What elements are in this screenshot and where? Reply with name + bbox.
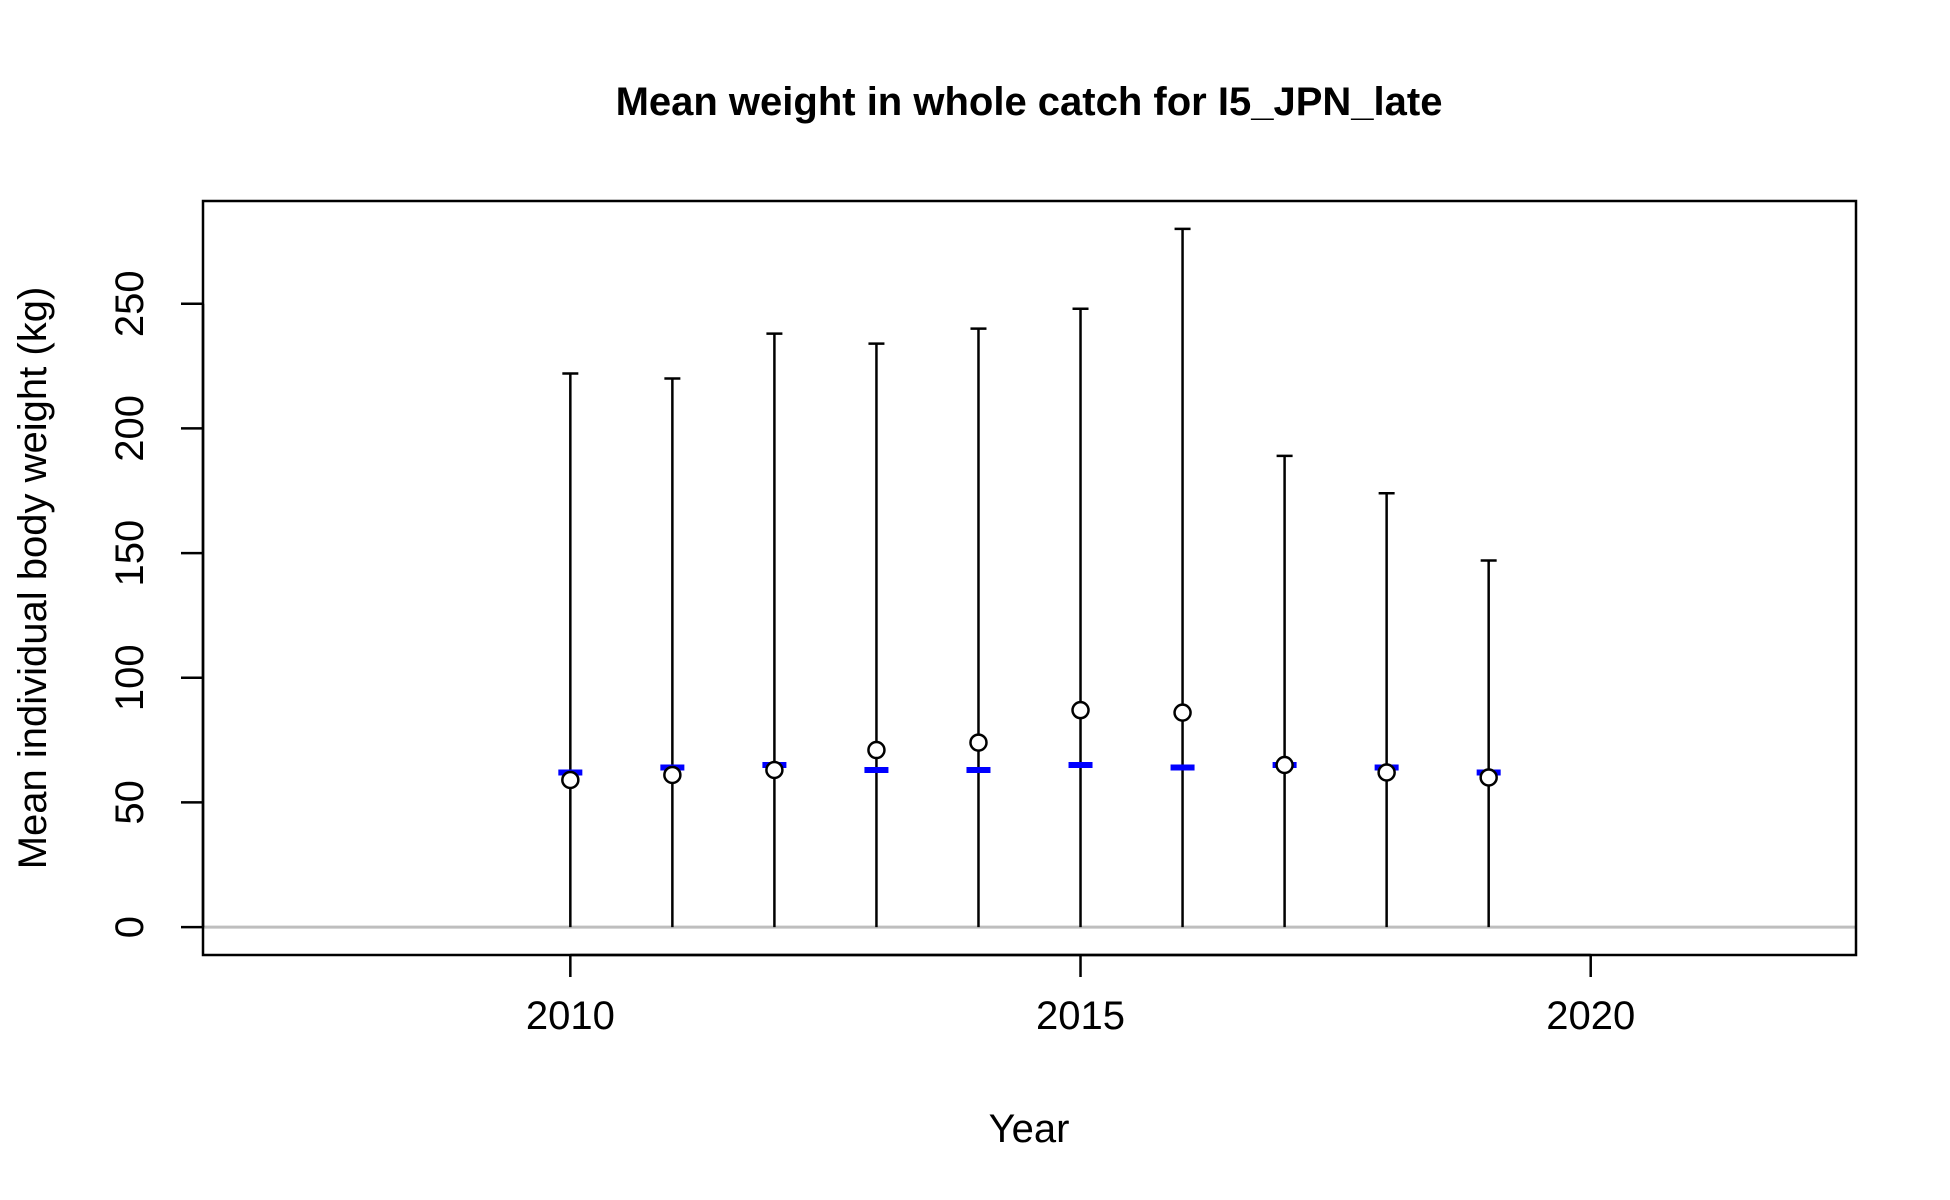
observed-point — [1377, 763, 1396, 782]
observed-point — [1275, 755, 1294, 775]
y-tick-label: 250 — [108, 270, 152, 337]
observed-point — [663, 765, 682, 785]
plot-area — [203, 227, 1856, 929]
chart-title: Mean weight in whole catch for I5_JPN_la… — [616, 80, 1443, 124]
y-tick-label: 0 — [108, 916, 152, 938]
x-axis: 2010 2015 2020 — [526, 953, 1635, 1038]
observed-point — [1173, 703, 1192, 722]
x-axis-title: Year — [989, 1107, 1070, 1151]
x-tick-label: 2020 — [1546, 994, 1635, 1038]
observed-point — [561, 770, 580, 790]
observed-point — [1071, 700, 1090, 720]
observed-point — [765, 760, 784, 780]
x-tick-label: 2015 — [1036, 994, 1125, 1038]
observed-point — [1479, 768, 1498, 787]
y-tick-label: 100 — [108, 644, 152, 711]
y-axis-title: Mean individual body weight (kg) — [11, 287, 55, 870]
y-axis: 0 50 100 150 200 250 — [108, 270, 205, 938]
x-tick-label: 2010 — [526, 994, 615, 1038]
observed-point — [969, 733, 988, 752]
observed-point — [867, 740, 886, 760]
y-tick-label: 150 — [108, 520, 152, 587]
y-tick-label: 200 — [108, 395, 152, 462]
y-tick-label: 50 — [108, 780, 152, 825]
